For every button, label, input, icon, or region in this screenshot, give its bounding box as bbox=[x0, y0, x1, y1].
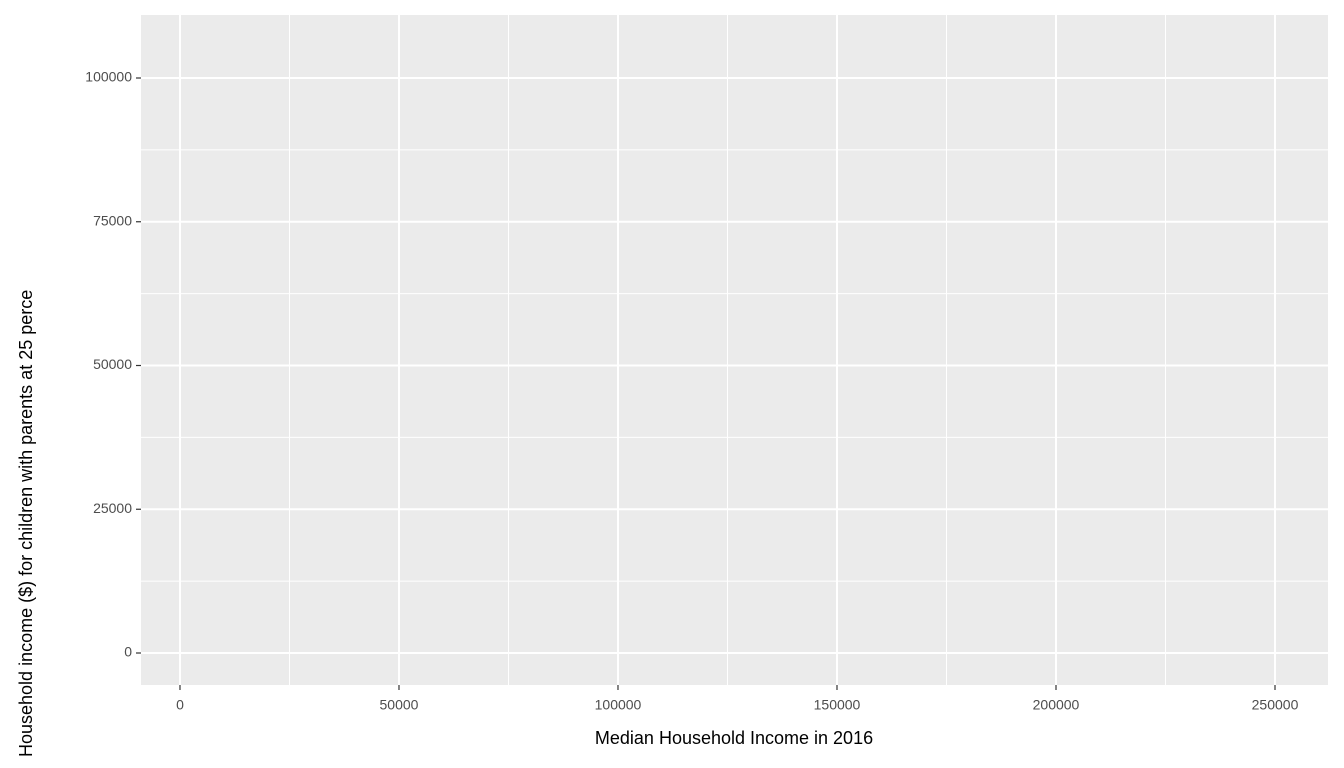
plot-panel bbox=[141, 15, 1328, 685]
x-tick-label: 100000 bbox=[595, 697, 642, 713]
x-axis-title: Median Household Income in 2016 bbox=[595, 728, 873, 748]
y-axis-title: Household income ($) for children with p… bbox=[16, 290, 36, 757]
y-tick-label: 100000 bbox=[85, 69, 132, 85]
x-tick-label: 50000 bbox=[380, 697, 419, 713]
y-tick-label: 75000 bbox=[93, 212, 132, 228]
x-tick-label: 150000 bbox=[814, 697, 861, 713]
x-tick-label: 0 bbox=[176, 697, 184, 713]
x-tick-label: 250000 bbox=[1252, 697, 1299, 713]
x-tick-label: 200000 bbox=[1033, 697, 1080, 713]
y-tick-label: 0 bbox=[124, 644, 132, 660]
y-tick-label: 50000 bbox=[93, 356, 132, 372]
y-tick-label: 25000 bbox=[93, 500, 132, 516]
